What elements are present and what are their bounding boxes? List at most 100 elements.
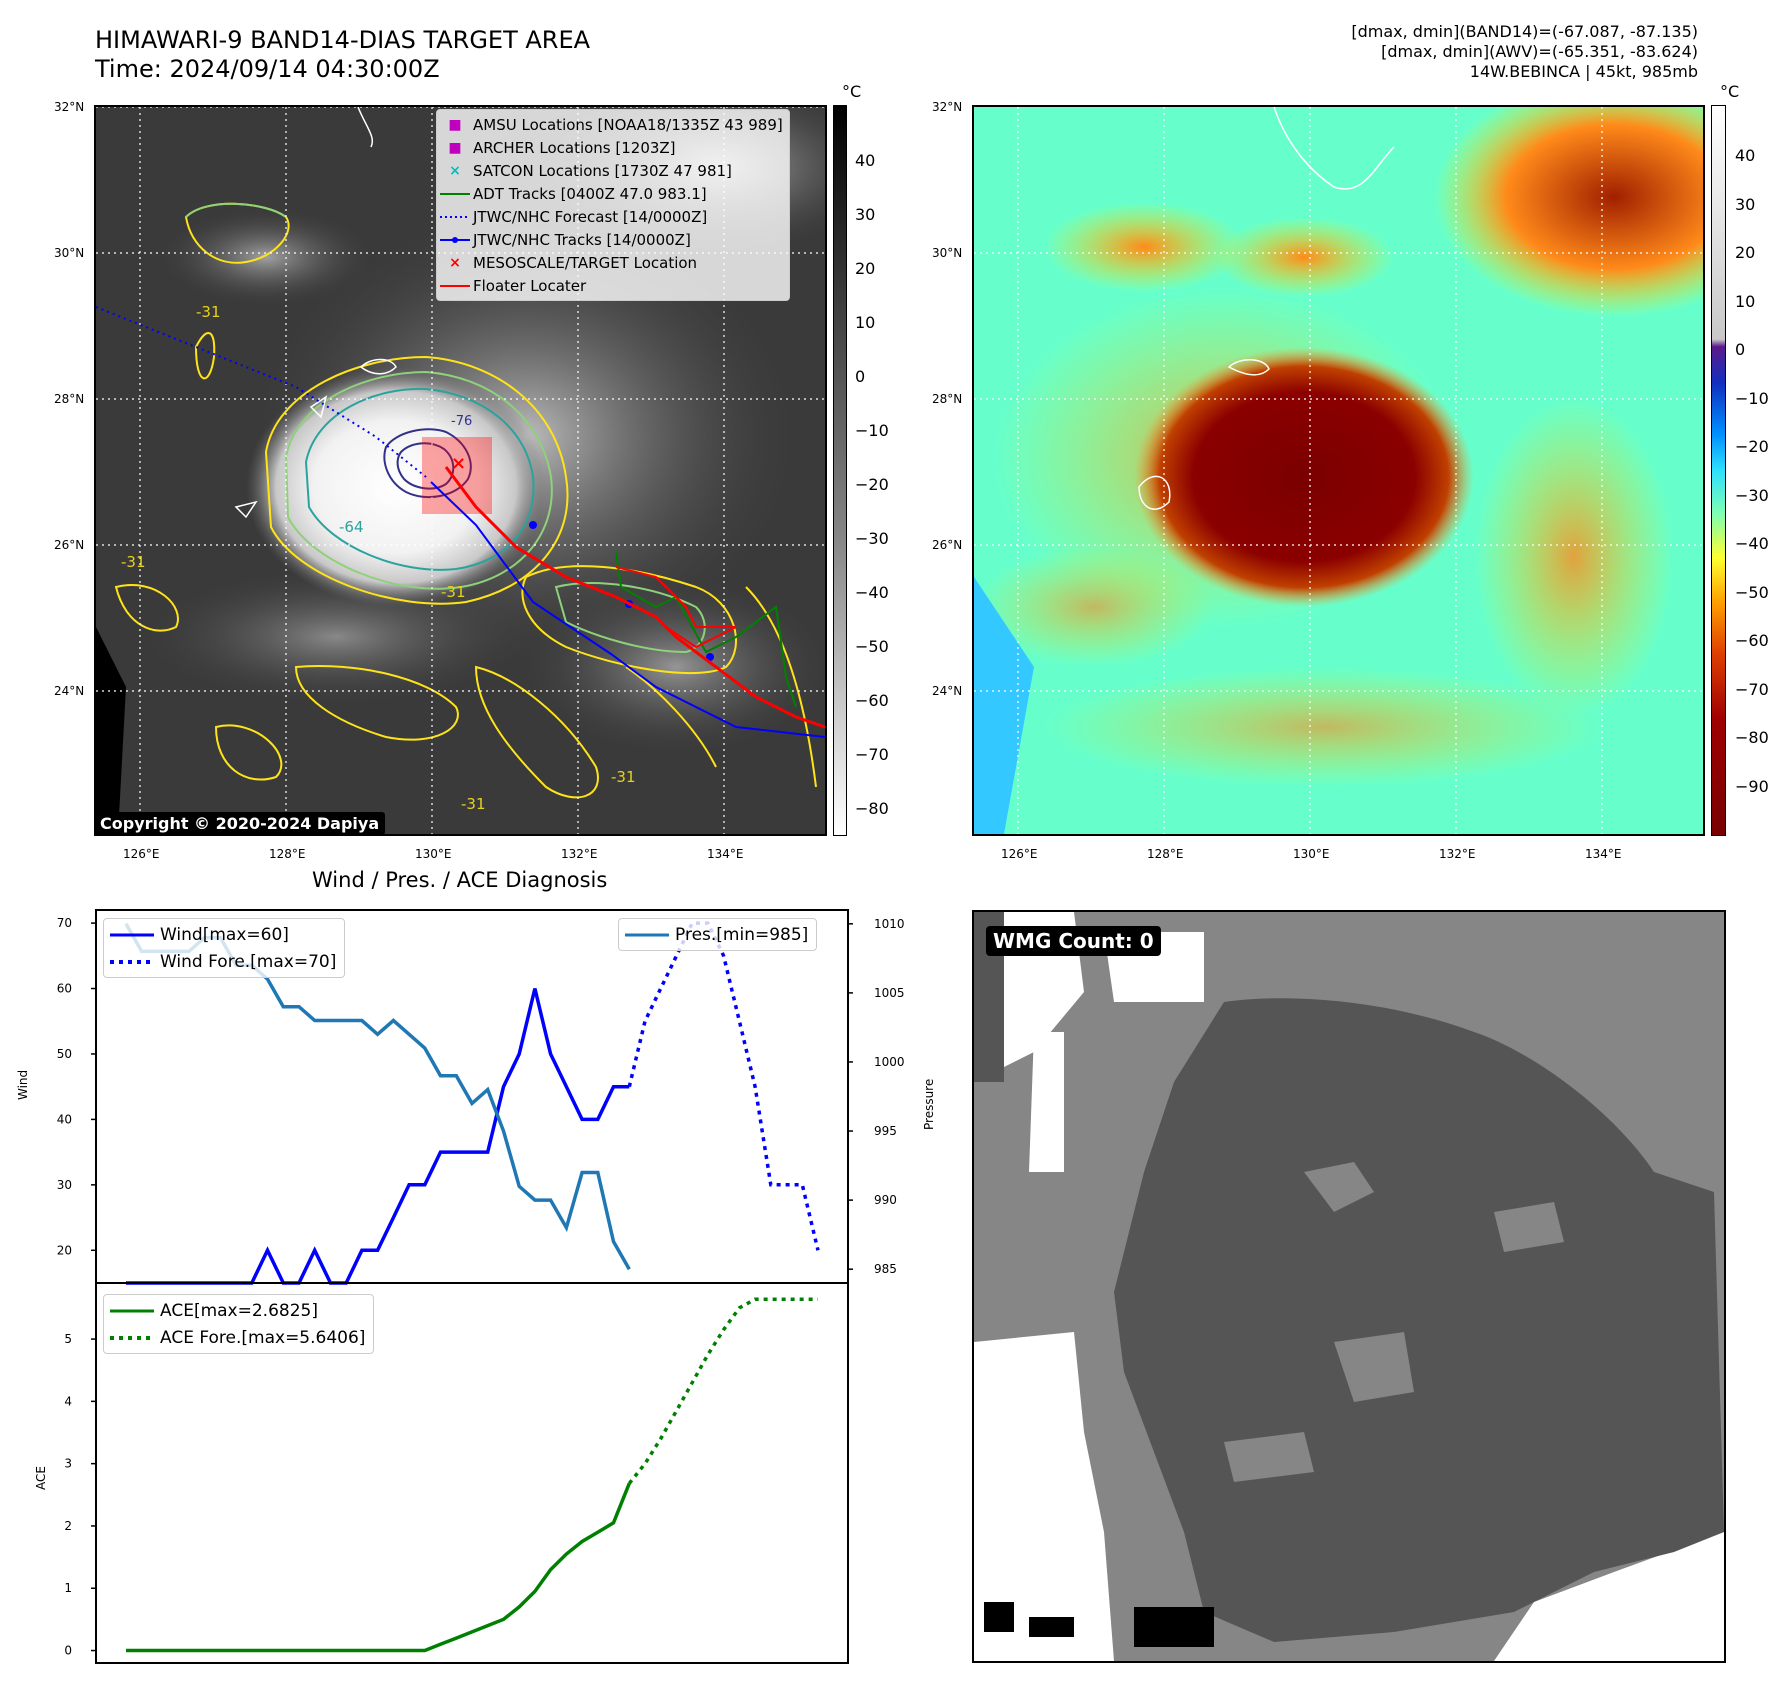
legend-item-wind: Wind[max=60] — [104, 921, 336, 948]
track-legend: ■ AMSU Locations [NOAA18/1335Z 43 989] ■ A… — [436, 109, 790, 301]
x-marker-icon: × — [449, 254, 461, 271]
legend-item-adt: ADT Tracks [0400Z 47.0 983.1] — [437, 182, 783, 205]
y-tick-label: 30 — [57, 1178, 72, 1192]
colorbar-tick-label: −30 — [855, 529, 889, 548]
lat-tick-label: 30°N — [54, 246, 85, 260]
y-tick-label: 1 — [64, 1581, 72, 1595]
colorbar-tick-label: −70 — [1735, 679, 1769, 699]
line-marker-icon — [104, 1309, 160, 1313]
square-marker-icon: ■ — [448, 139, 462, 156]
lat-tick-label: 26°N — [932, 538, 963, 552]
colorbar-tick-label: 0 — [1735, 340, 1746, 359]
ace-axes: 0 1 2 3 4 5 — [64, 1282, 849, 1664]
wmg-image — [974, 912, 1724, 1661]
y-tick-label: 40 — [57, 1112, 72, 1126]
line-marker-icon — [437, 192, 473, 196]
ace-ylabel: ACE — [34, 1466, 48, 1490]
adt-track — [615, 551, 797, 708]
contour-label: -31 — [611, 768, 636, 786]
y-tick-label: 60 — [57, 982, 72, 996]
info-line-1: [dmax, dmin](BAND14)=(-67.087, -87.135) — [1351, 22, 1698, 41]
lon-tick-label: 132°E — [1439, 847, 1476, 861]
line-dot-icon — [437, 236, 473, 244]
y-tick-label: 985 — [874, 1262, 897, 1276]
wmg-panel: WMG Count: 0 — [972, 910, 1726, 1663]
dotted-line-icon — [104, 1335, 160, 1340]
colorbar-tick-label: 30 — [855, 205, 876, 224]
x-marker-icon: × — [449, 162, 461, 179]
lat-tick-label: 24°N — [932, 684, 963, 698]
contour-label: -76 — [451, 414, 472, 429]
mesoscale-target-box — [422, 437, 492, 514]
y-tick-label: 3 — [64, 1457, 72, 1471]
contour-label: -64 — [339, 518, 364, 536]
dotted-line-icon — [104, 959, 160, 964]
lat-tick-label: 28°N — [54, 392, 85, 406]
colorbar-tick-label: −90 — [1735, 776, 1769, 796]
legend-item-jtwc-forecast: JTWC/NHC Forecast [14/0000Z] — [437, 205, 783, 228]
wind-legend: Wind[max=60] Wind Fore.[max=70] — [103, 918, 346, 978]
contour-label: -31 — [121, 553, 146, 571]
legend-item-ace: ACE[max=2.6825] — [104, 1297, 365, 1324]
colorbar-tick-label: −10 — [1735, 388, 1769, 408]
colorbar-tick-label: −70 — [855, 745, 889, 764]
lon-tick-label: 132°E — [561, 847, 598, 861]
jtwc-track — [430, 481, 825, 738]
ace-legend: ACE[max=2.6825] ACE Fore.[max=5.6406] — [103, 1294, 375, 1354]
ace-axes-frame — [95, 1282, 849, 1664]
legend-item-wind-forecast: Wind Fore.[max=70] — [104, 948, 336, 975]
line-marker-icon — [619, 933, 675, 937]
title-line-2: Time: 2024/09/14 04:30:00Z — [95, 55, 440, 83]
colorbar-tick-label: −80 — [1735, 728, 1769, 747]
ir-colorbar — [833, 105, 847, 836]
lat-tick-label: 24°N — [54, 684, 85, 698]
line-marker-icon — [437, 284, 473, 288]
pressure-legend: Pres.[min=985] — [618, 918, 818, 951]
y-tick-label: 995 — [874, 1124, 897, 1138]
series-line — [627, 1297, 818, 1485]
legend-item-target: × MESOSCALE/TARGET Location — [437, 251, 783, 274]
lon-tick-label: 126°E — [123, 847, 160, 861]
colorbar-tick-label: 40 — [855, 151, 876, 170]
target-marker: × — [451, 453, 466, 474]
colorbar-tick-label: 10 — [1735, 291, 1756, 311]
info-line-2: [dmax, dmin](AWV)=(-65.351, -83.624) — [1381, 42, 1698, 61]
colorbar-tick-label: −60 — [855, 691, 889, 710]
lon-tick-label: 126°E — [1001, 847, 1038, 861]
colorbar-tick-label: −40 — [1735, 534, 1769, 553]
series-line — [126, 1482, 631, 1653]
y-tick-label: 1010 — [874, 917, 905, 931]
y-tick-label: 4 — [64, 1394, 72, 1408]
y-tick-label: 50 — [57, 1047, 72, 1061]
legend-item-amsu: ■ AMSU Locations [NOAA18/1335Z 43 989] — [437, 113, 782, 136]
diagnosis-title: Wind / Pres. / ACE Diagnosis — [312, 868, 608, 892]
lat-tick-label: 26°N — [54, 538, 85, 552]
copyright-badge: Copyright © 2020-2024 Dapiya — [96, 812, 386, 834]
series-line — [627, 921, 820, 1251]
y-tick-label: 5 — [64, 1332, 72, 1346]
enhanced-map-panel — [972, 105, 1705, 836]
square-marker-icon: ■ — [448, 116, 462, 133]
colorbar-tick-label: 10 — [855, 313, 876, 332]
colorbar-tick-label: 20 — [1735, 243, 1756, 262]
ir-colorbar-unit: °C — [842, 82, 862, 101]
jtwc-forecast-track — [96, 306, 427, 478]
colorbar-tick-label: −20 — [855, 475, 889, 494]
floater-track — [444, 466, 825, 729]
dotted-line-icon — [437, 215, 473, 219]
colorbar-tick-label: 30 — [1735, 194, 1756, 214]
colorbar-tick-label: −60 — [1735, 631, 1769, 650]
colorbar-tick-label: −50 — [855, 637, 889, 656]
contour-label: -31 — [441, 583, 466, 601]
colorbar-tick-label: −20 — [1735, 437, 1769, 456]
colorbar-tick-label: 0 — [855, 367, 866, 386]
diagnosis-plots: 20 30 40 50 60 70 985 990 995 1000 1005 1010 0 1 2 3 4 5 — [57, 909, 905, 1664]
lat-tick-label: 30°N — [932, 246, 963, 260]
lon-tick-label: 128°E — [1147, 847, 1184, 861]
lon-tick-label: 134°E — [1585, 847, 1622, 861]
y-tick-label: 2 — [64, 1519, 72, 1533]
legend-item-jtwc-tracks: JTWC/NHC Tracks [14/0000Z] — [437, 228, 783, 251]
y-tick-label: 1000 — [874, 1055, 905, 1069]
wind-ylabel: Wind — [16, 1069, 30, 1100]
y-tick-label: 70 — [57, 916, 72, 930]
